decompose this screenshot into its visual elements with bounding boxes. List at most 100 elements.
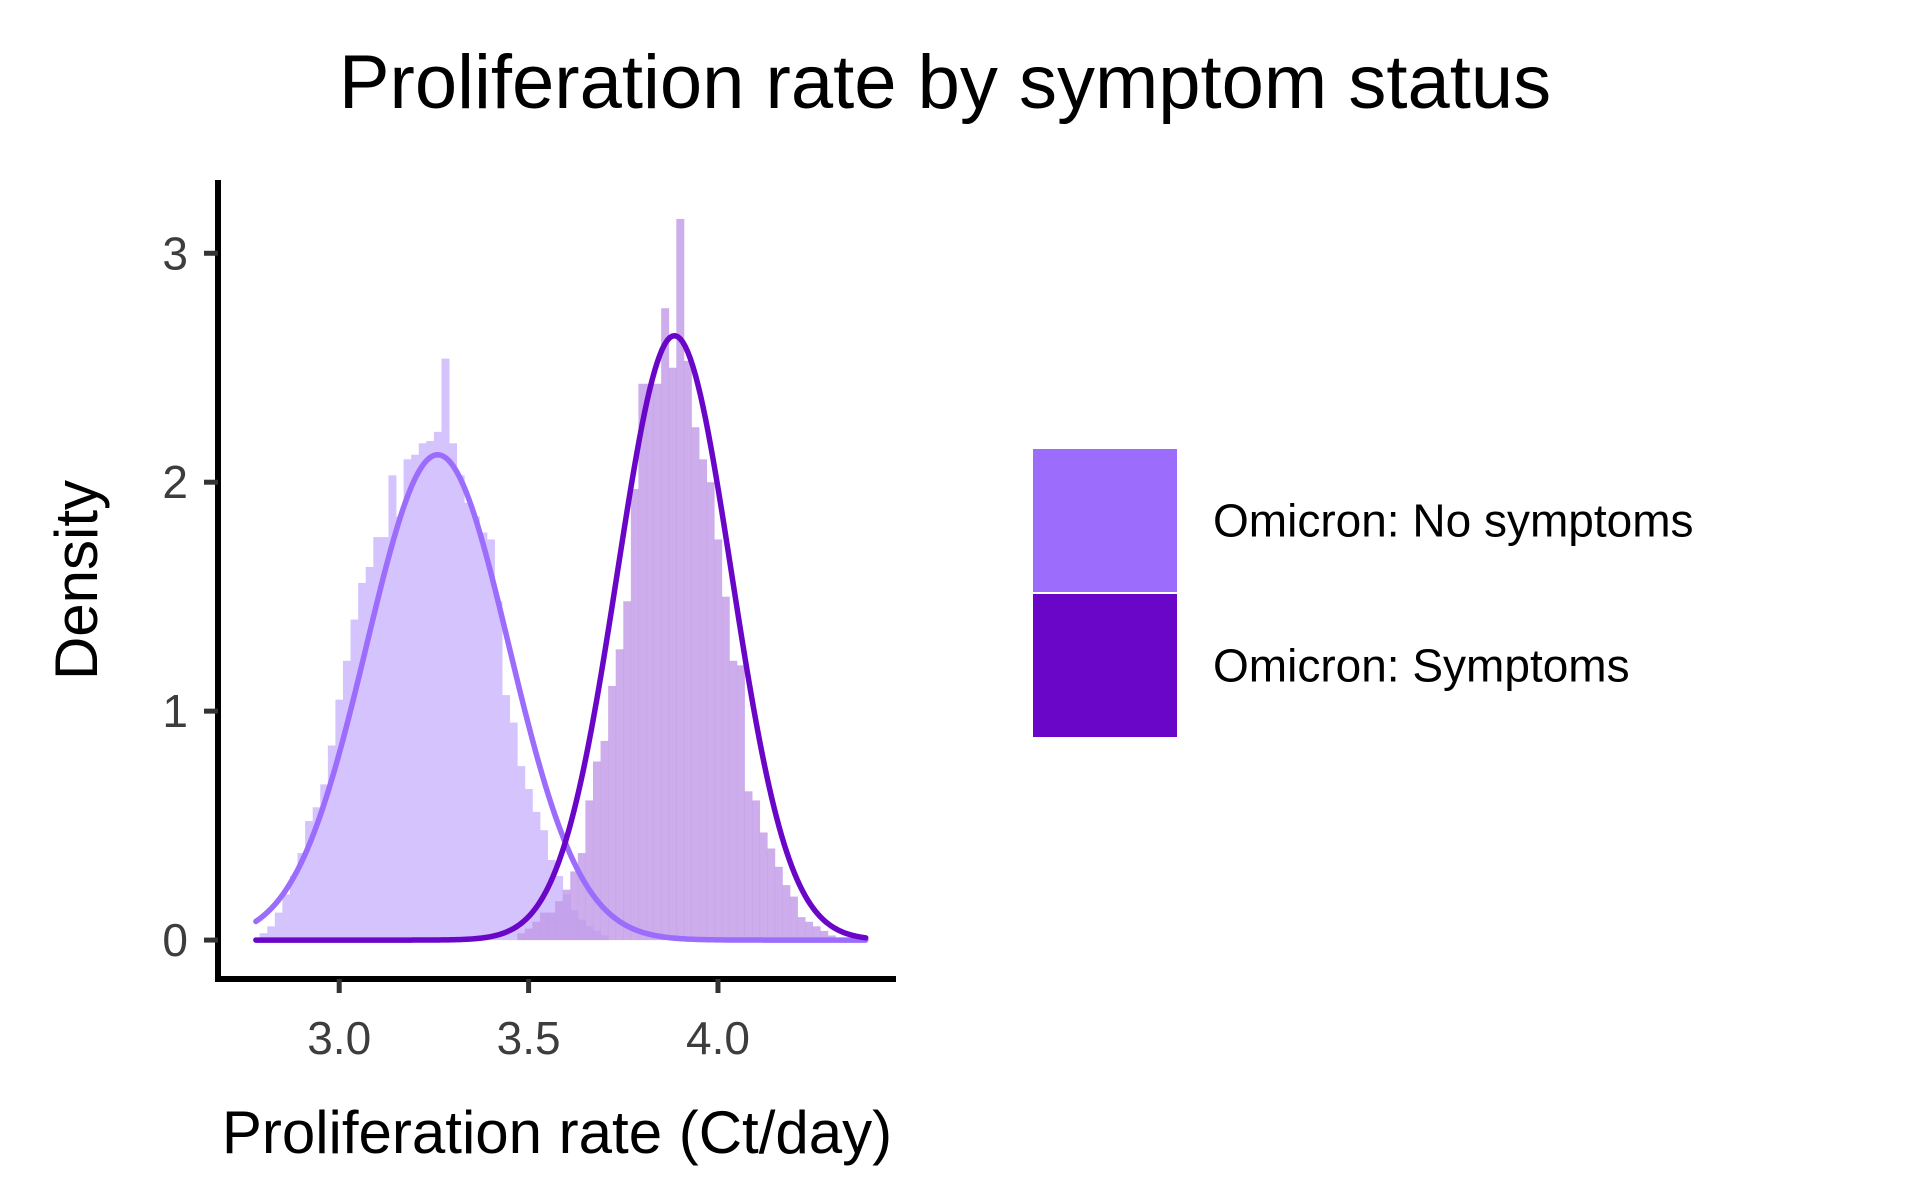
histogram-bar <box>403 459 412 941</box>
histogram-bar <box>562 889 571 941</box>
x-tick-label: 3.5 <box>497 1012 561 1064</box>
histogram-bar <box>744 791 753 941</box>
chart-title: Proliferation rate by symptom status <box>339 40 1551 125</box>
histogram-bar <box>539 830 548 941</box>
histogram-bar <box>312 807 321 941</box>
histogram-bar <box>524 928 533 941</box>
histogram-bar <box>373 537 382 941</box>
histogram-bar <box>736 665 745 941</box>
y-axis-ticks: 0 1 2 3 <box>162 227 218 966</box>
histogram-bar <box>524 788 533 941</box>
histogram-bar <box>456 475 465 941</box>
histogram-bar <box>699 459 708 941</box>
x-axis-title: Proliferation rate (Ct/day) <box>222 1099 892 1166</box>
plot-area: 3.0 3.5 4.0 0 1 2 3 <box>162 180 896 1064</box>
histogram-bar <box>570 871 579 941</box>
legend-key-1 <box>1033 449 1177 592</box>
histogram-bar <box>782 885 791 941</box>
histogram-bar <box>471 516 480 941</box>
histogram-bar <box>721 596 730 941</box>
histogram-bar <box>729 660 738 941</box>
histogram-bar <box>441 358 450 941</box>
histogram-bar <box>812 926 821 941</box>
histogram-series-1 <box>259 358 609 941</box>
histogram-bar <box>532 811 541 941</box>
histogram-bar <box>509 722 518 941</box>
histogram-bar <box>289 875 298 941</box>
histogram-bar <box>638 383 647 941</box>
y-tick-label: 0 <box>162 914 188 966</box>
histogram-bar <box>592 761 601 941</box>
histogram-bar <box>418 443 427 941</box>
histogram-bar <box>623 601 632 941</box>
histogram-bar <box>608 685 617 941</box>
histogram-bar <box>661 308 670 941</box>
histogram-bar <box>464 502 473 941</box>
histogram-bar <box>365 566 374 941</box>
histogram-bar <box>380 537 389 941</box>
y-tick-label: 3 <box>162 227 188 279</box>
histogram-bar <box>706 482 715 941</box>
histogram-bar <box>668 367 677 941</box>
histogram-bar <box>653 383 662 941</box>
histogram-bar <box>267 926 276 941</box>
histogram-bar <box>805 921 814 941</box>
histogram-bar <box>517 766 526 941</box>
histogram-bar <box>547 859 556 941</box>
histogram-bar <box>486 539 495 941</box>
histogram-bar <box>426 440 435 941</box>
histogram-bar <box>350 619 359 941</box>
histogram-bar <box>411 454 420 941</box>
legend-key-2 <box>1033 594 1177 737</box>
histogram-bar <box>759 832 768 941</box>
histogram-bar <box>259 933 268 941</box>
histogram-bar <box>630 489 639 941</box>
x-axis-ticks: 3.0 3.5 4.0 <box>307 979 750 1064</box>
histogram-bar <box>494 601 503 941</box>
histogram-bar <box>449 443 458 941</box>
histogram-bar <box>555 901 564 941</box>
histogram-bar <box>358 582 367 941</box>
histogram-bar <box>433 431 442 941</box>
histogram-bar <box>532 921 541 941</box>
histogram-bar <box>600 740 609 941</box>
legend-label-2: Omicron: Symptoms <box>1213 640 1630 692</box>
histogram-bar <box>683 360 692 941</box>
histogram-bar <box>820 930 829 941</box>
histogram-bar <box>479 532 488 941</box>
legend-label-1: Omicron: No symptoms <box>1213 495 1694 547</box>
histogram-bar <box>676 218 685 941</box>
histogram-bar <box>327 745 336 941</box>
y-tick-label: 1 <box>162 685 188 737</box>
histogram-bar <box>789 896 798 941</box>
histogram-bar <box>774 866 783 941</box>
histogram-bar <box>335 699 344 941</box>
density-curve-layer <box>253 332 869 943</box>
histogram-bar <box>539 912 548 941</box>
density-curve-series-2 <box>253 332 869 943</box>
histogram-bar <box>305 821 314 941</box>
histogram-bar <box>767 848 776 941</box>
histogram-bar <box>714 539 723 941</box>
histogram-bar <box>547 912 556 941</box>
legend: Omicron: No symptoms Omicron: Symptoms <box>1033 449 1694 737</box>
histogram-layer <box>259 218 836 941</box>
histogram-bar <box>297 853 306 941</box>
histogram-bar <box>797 917 806 941</box>
x-tick-label: 3.0 <box>307 1012 371 1064</box>
histogram-bar <box>691 427 700 941</box>
histogram-bar <box>517 933 526 941</box>
histogram-bar <box>646 383 654 941</box>
histogram-bar <box>388 475 397 941</box>
y-tick-label: 2 <box>162 456 188 508</box>
histogram-bar <box>752 800 761 941</box>
y-axis-title: Density <box>43 480 110 680</box>
histogram-bar <box>585 800 594 941</box>
histogram-bar <box>320 784 329 941</box>
histogram-bar <box>577 853 586 941</box>
histogram-bar <box>342 660 351 941</box>
histogram-bar <box>615 649 624 941</box>
histogram-bar <box>274 912 283 941</box>
